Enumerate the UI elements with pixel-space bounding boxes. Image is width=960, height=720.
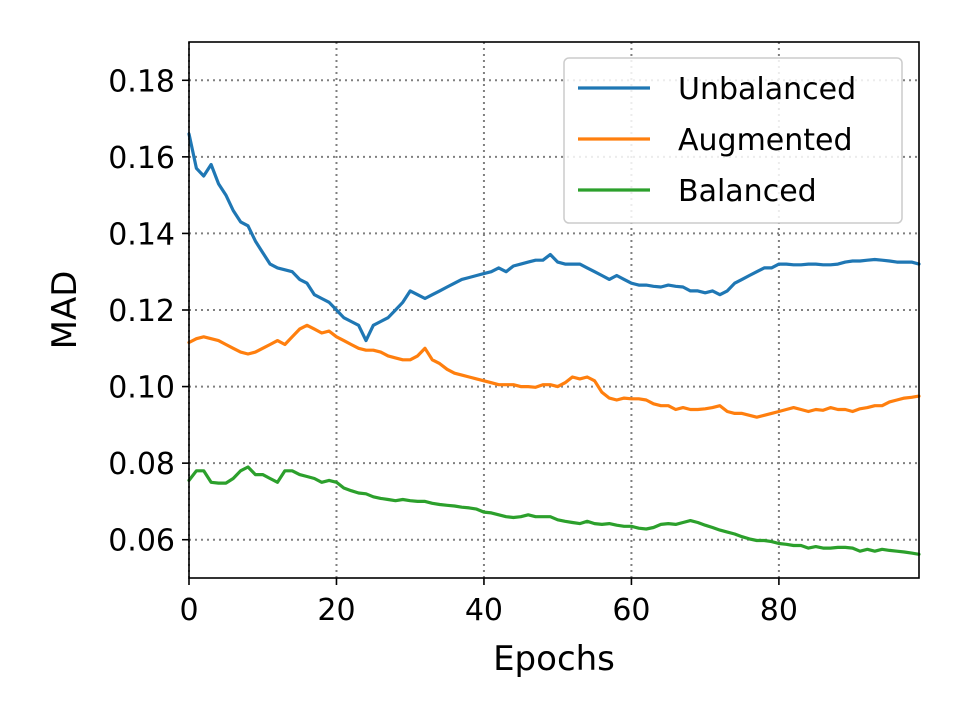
y-tick-label: 0.18 (108, 64, 175, 99)
y-tick-label: 0.10 (108, 371, 175, 406)
x-axis-label: Epochs (493, 639, 615, 679)
grid (188, 42, 919, 578)
y-tick-label: 0.16 (108, 141, 175, 176)
series-layer (187, 132, 921, 556)
legend-label-augmented: Augmented (678, 123, 853, 158)
x-tick-label: 0 (179, 593, 198, 628)
y-tick-label: 0.08 (108, 447, 175, 482)
y-axis-label: MAD (45, 271, 85, 350)
series-line-augmented (187, 323, 921, 419)
legend-label-unbalanced: Unbalanced (678, 72, 856, 107)
series-line-balanced (187, 465, 921, 556)
legend-box (563, 57, 903, 224)
y-tick-label: 0.06 (108, 524, 175, 559)
series-line-unbalanced (187, 132, 921, 343)
ticks: 0 20 40 60 80 0.06 0.08 0.10 0.12 0.14 0.16 0.18 (108, 64, 798, 628)
x-tick-label: 80 (760, 593, 798, 628)
legend: Unbalanced Augmented Balanced (563, 57, 903, 224)
y-tick-label: 0.14 (108, 217, 175, 252)
y-tick-label: 0.12 (108, 294, 175, 329)
x-tick-label: 40 (465, 593, 503, 628)
x-tick-label: 20 (317, 593, 355, 628)
x-tick-label: 60 (612, 593, 650, 628)
legend-label-balanced: Balanced (678, 174, 817, 209)
